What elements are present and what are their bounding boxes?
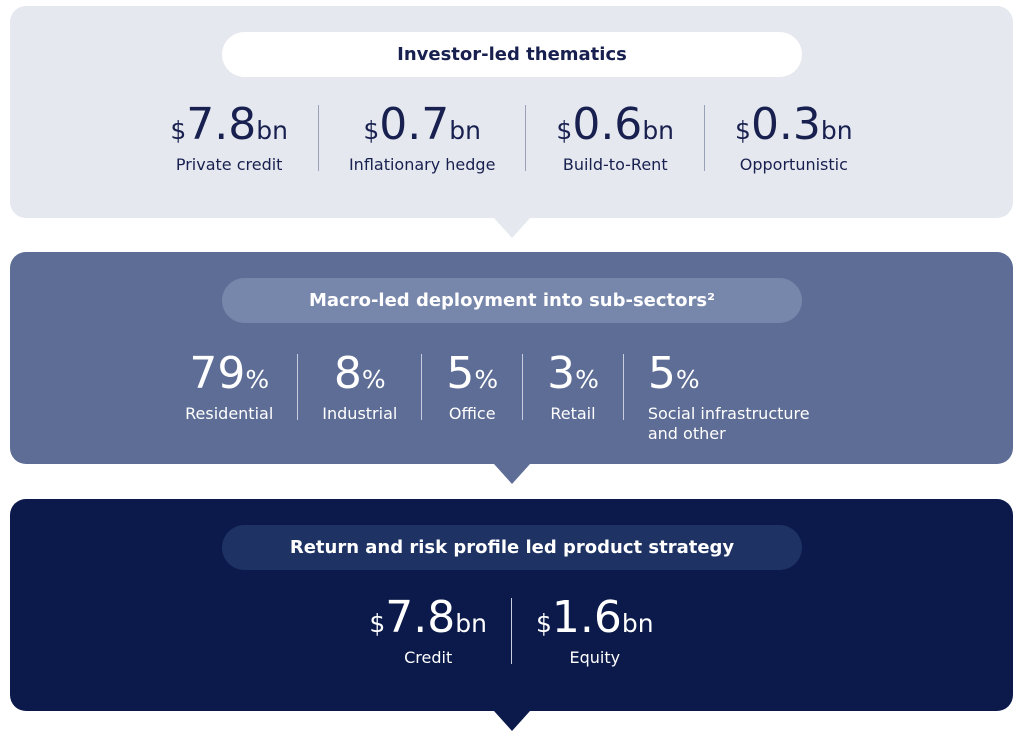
- pointer: [494, 711, 530, 731]
- stat: 5% Office: [422, 350, 522, 424]
- stat-label: Industrial: [322, 404, 398, 423]
- stat-label: Equity: [569, 648, 621, 667]
- stat: 3% Retail: [523, 350, 623, 424]
- stat-row: $7.8bn Private credit $0.7bn Inflationary h…: [10, 101, 1013, 175]
- stat-value: $0.7bn: [349, 101, 495, 155]
- stat: $1.6bn Equity: [512, 594, 678, 668]
- panel-title: Macro-led deployment into sub-sectors²: [222, 278, 802, 323]
- stat: 8% Industrial: [298, 350, 421, 424]
- prefix: $: [536, 609, 552, 638]
- unit: bn: [621, 609, 654, 638]
- panel: Return and risk profile led product stra…: [10, 499, 1013, 711]
- stat-value: $7.8bn: [369, 594, 487, 648]
- unit: %: [245, 365, 270, 394]
- pointer: [494, 464, 530, 484]
- stat: $0.7bn Inflationary hedge: [319, 101, 525, 175]
- stat: $7.8bn Credit: [345, 594, 511, 668]
- divider: [317, 105, 319, 171]
- stat-value: 5%: [648, 350, 838, 404]
- prefix: $: [363, 116, 380, 145]
- divider: [622, 354, 624, 420]
- divider: [297, 354, 299, 420]
- stat-value: $1.6bn: [536, 594, 654, 648]
- stat-value: $0.3bn: [735, 101, 853, 155]
- value: 0.7: [379, 99, 450, 150]
- unit: %: [474, 365, 499, 394]
- unit: bn: [642, 116, 675, 145]
- stat-label: Opportunistic: [739, 155, 848, 174]
- stat-label: Credit: [404, 648, 453, 667]
- stat-value: 5%: [446, 350, 498, 404]
- value: 5: [446, 348, 475, 399]
- panel-title: Return and risk profile led product stra…: [222, 525, 802, 570]
- prefix: $: [556, 116, 573, 145]
- divider: [522, 354, 524, 420]
- value: 7.8: [186, 99, 257, 150]
- stat: $0.3bn Opportunistic: [705, 101, 883, 175]
- panel: Macro-led deployment into sub-sectors² 79…: [10, 252, 1013, 464]
- value: 5: [647, 348, 676, 399]
- prefix: $: [369, 609, 386, 638]
- prefix: $: [735, 116, 751, 145]
- value: 7.8: [385, 592, 456, 643]
- value: 0.3: [750, 99, 821, 150]
- stat-value: 79%: [185, 350, 273, 404]
- unit: bn: [449, 116, 481, 145]
- unit: %: [361, 365, 386, 394]
- pointer: [494, 218, 530, 238]
- value: 1.6: [551, 592, 622, 643]
- panel-title: Investor-led thematics: [222, 32, 802, 77]
- divider: [704, 105, 706, 171]
- unit: bn: [256, 116, 288, 145]
- unit: %: [575, 365, 599, 394]
- stat-label: Private credit: [175, 155, 283, 174]
- stat: 79% Residential: [161, 350, 297, 424]
- stat-value: 3%: [547, 350, 599, 404]
- stat-value: $7.8bn: [170, 101, 288, 155]
- unit: bn: [455, 609, 487, 638]
- prefix: $: [170, 116, 187, 145]
- stat-label: Retail: [550, 404, 596, 423]
- stat-row: 79% Residential 8% Industrial 5% Office 3% Reta…: [10, 350, 1013, 444]
- divider: [525, 105, 527, 171]
- value: 3: [547, 348, 576, 399]
- stat-label: Residential: [185, 404, 274, 423]
- unit: %: [675, 365, 700, 394]
- stat-label: Social infrastructure and other: [647, 404, 810, 443]
- divider: [421, 354, 423, 420]
- stat: $0.6bn Build-to-Rent: [526, 101, 704, 175]
- stat-label: Build-to-Rent: [562, 155, 668, 174]
- stat: $7.8bn Private credit: [140, 101, 318, 175]
- stat: 5% Social infrastructure and other: [624, 350, 862, 444]
- unit: bn: [820, 116, 853, 145]
- value: 0.6: [572, 99, 643, 150]
- stat-value: 8%: [322, 350, 397, 404]
- stat-label: Inflationary hedge: [348, 155, 496, 174]
- value: 8: [333, 348, 362, 399]
- value: 79: [189, 348, 246, 399]
- divider: [511, 598, 512, 664]
- panel: Investor-led thematics $7.8bn Private cred…: [10, 6, 1013, 218]
- stat-label: Office: [448, 404, 496, 423]
- stat-row: $7.8bn Credit $1.6bn Equity: [10, 594, 1013, 668]
- stat-value: $0.6bn: [556, 101, 674, 155]
